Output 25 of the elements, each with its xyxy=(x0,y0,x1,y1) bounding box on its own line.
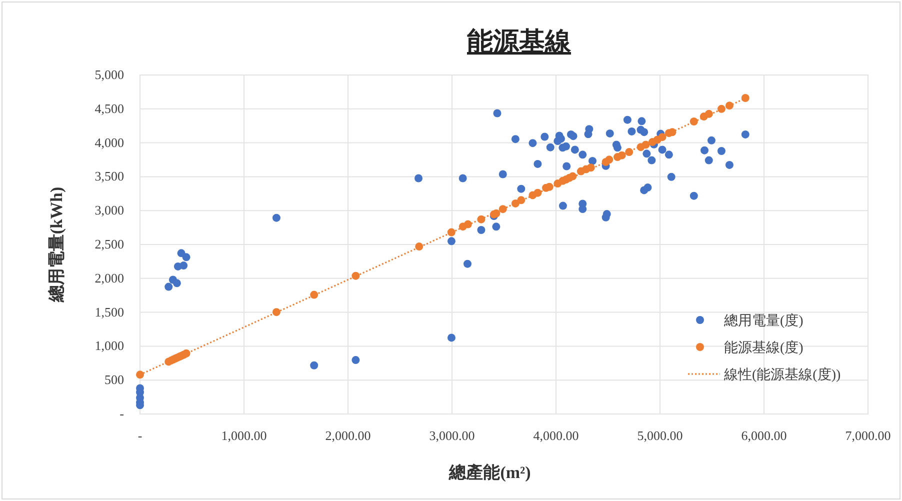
x-tick-label: 4,000.00 xyxy=(533,428,579,443)
x-tick-label: 7,000.00 xyxy=(845,428,891,443)
legend-label: 總用電量(度) xyxy=(723,313,804,329)
legend-label: 能源基線(度) xyxy=(724,340,804,356)
chart-title: 能源基線 xyxy=(467,27,572,56)
x-tick-label: - xyxy=(138,428,142,443)
y-tick-label: 4,000 xyxy=(94,134,124,150)
y-tick-label: 1,000 xyxy=(94,338,124,354)
y-tick-label: 2,000 xyxy=(94,270,124,286)
y-tick-label: 3,000 xyxy=(94,202,124,218)
x-tick-label: 1,000.00 xyxy=(221,428,267,443)
y-tick-label: 5,000 xyxy=(94,67,124,82)
legend-label: 線性(能源基線(度)) xyxy=(723,367,841,383)
x-axis-title: 總產能(m²) xyxy=(448,463,531,482)
y-tick-label: 3,500 xyxy=(94,168,124,184)
y-axis-title: 總用電量(kWh) xyxy=(47,186,66,304)
x-tick-label: 2,000.00 xyxy=(325,428,371,443)
y-tick-label: 4,500 xyxy=(94,100,124,116)
y-tick-label: - xyxy=(120,406,124,421)
y-tick-label: 1,500 xyxy=(94,304,124,320)
y-tick-label: 500 xyxy=(104,372,124,388)
x-tick-label: 5,000.00 xyxy=(637,428,683,443)
x-tick-label: 6,000.00 xyxy=(741,428,787,443)
y-tick-label: 2,500 xyxy=(94,236,124,252)
x-tick-label: 3,000.00 xyxy=(429,428,475,443)
